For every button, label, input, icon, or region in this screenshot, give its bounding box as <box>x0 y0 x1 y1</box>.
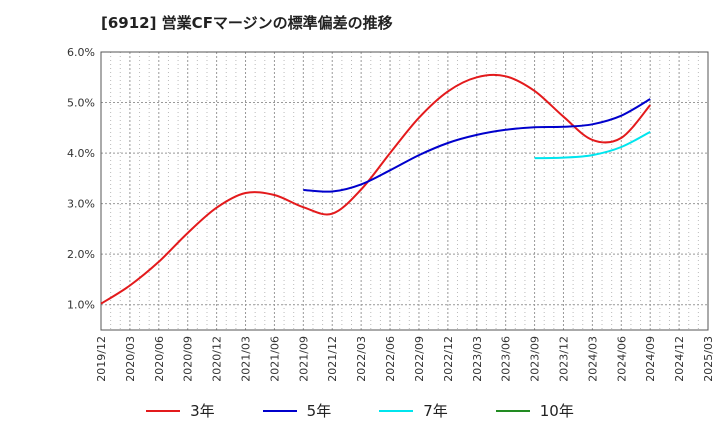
x-tick-label: 2020/03 <box>124 336 137 382</box>
x-tick-label: 2021/06 <box>268 336 281 382</box>
legend-item: 5年 <box>262 400 332 421</box>
plot-frame <box>100 51 709 331</box>
x-tick-label: 2019/12 <box>95 336 108 382</box>
x-tick-label: 2023/06 <box>500 336 513 382</box>
x-tick-label: 2021/09 <box>297 336 310 382</box>
x-tick-label: 2022/09 <box>413 336 426 382</box>
legend-label: 3年 <box>190 402 215 420</box>
x-tick-label: 2024/06 <box>615 336 628 382</box>
legend-label: 10年 <box>539 402 574 420</box>
x-tick-label: 2021/03 <box>240 336 253 382</box>
x-tick-label: 2022/03 <box>355 336 368 382</box>
legend-swatch <box>146 409 181 412</box>
x-tick-label: 2025/03 <box>702 336 715 382</box>
legend-swatch <box>379 409 414 412</box>
legend-label: 7年 <box>423 402 448 420</box>
x-tick-label: 2023/03 <box>471 336 484 382</box>
x-tick-label: 2021/12 <box>326 336 339 382</box>
x-tick-label: 2023/09 <box>529 336 542 382</box>
series-line-2 <box>303 98 651 193</box>
legend-label: 5年 <box>306 402 332 420</box>
legend-swatch <box>262 409 297 412</box>
series-line-1 <box>100 73 651 305</box>
legend-swatch <box>495 409 530 412</box>
series-line-3 <box>534 131 651 160</box>
y-tick-label: 5.0% <box>67 97 95 110</box>
x-tick-label: 2022/06 <box>384 336 397 382</box>
legend-item: 3年 <box>146 400 215 421</box>
x-tick-label: 2020/09 <box>182 336 195 382</box>
y-tick-label: 3.0% <box>67 198 95 211</box>
x-tick-label: 2020/06 <box>153 336 166 382</box>
x-tick-label: 2024/12 <box>673 336 686 382</box>
chart-title: [6912] 営業CFマージンの標準偏差の推移 <box>101 14 393 32</box>
chart-legend: 3年 5年 7年 10年 <box>0 400 720 421</box>
y-tick-label: 1.0% <box>67 299 95 312</box>
y-tick-label: 6.0% <box>67 46 95 59</box>
y-tick-label: 2.0% <box>67 248 95 261</box>
legend-item: 7年 <box>379 400 448 421</box>
y-tick-label: 4.0% <box>67 147 95 160</box>
x-tick-label: 2020/12 <box>211 336 224 382</box>
legend-item: 10年 <box>495 400 574 421</box>
x-tick-label: 2022/12 <box>442 336 455 382</box>
x-tick-label: 2024/03 <box>586 336 599 382</box>
x-tick-label: 2023/12 <box>557 336 570 382</box>
x-tick-label: 2024/09 <box>644 336 657 382</box>
